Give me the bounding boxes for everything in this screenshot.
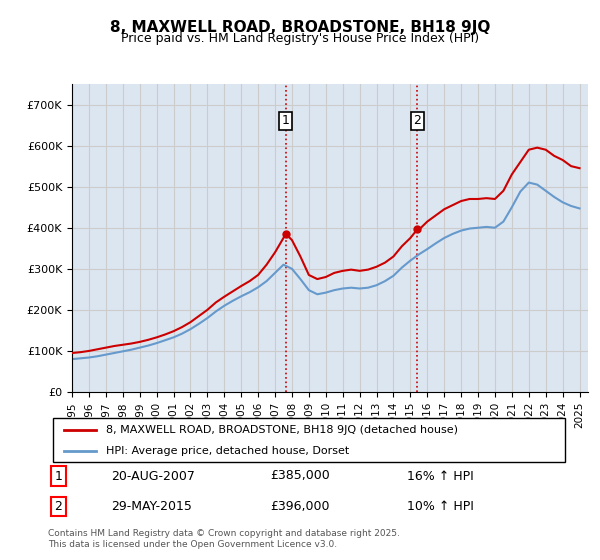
Text: £385,000: £385,000 xyxy=(270,469,329,483)
Text: 20-AUG-2007: 20-AUG-2007 xyxy=(112,469,195,483)
Text: 8, MAXWELL ROAD, BROADSTONE, BH18 9JQ (detached house): 8, MAXWELL ROAD, BROADSTONE, BH18 9JQ (d… xyxy=(106,424,458,435)
Text: 16% ↑ HPI: 16% ↑ HPI xyxy=(407,469,474,483)
Text: 1: 1 xyxy=(55,469,62,483)
Text: Price paid vs. HM Land Registry's House Price Index (HPI): Price paid vs. HM Land Registry's House … xyxy=(121,32,479,45)
Text: 2: 2 xyxy=(55,500,62,514)
Text: 8, MAXWELL ROAD, BROADSTONE, BH18 9JQ: 8, MAXWELL ROAD, BROADSTONE, BH18 9JQ xyxy=(110,20,490,35)
Text: 1: 1 xyxy=(282,114,290,128)
Text: HPI: Average price, detached house, Dorset: HPI: Average price, detached house, Dors… xyxy=(106,446,349,456)
Text: 29-MAY-2015: 29-MAY-2015 xyxy=(112,500,192,514)
Text: 10% ↑ HPI: 10% ↑ HPI xyxy=(407,500,474,514)
Text: Contains HM Land Registry data © Crown copyright and database right 2025.
This d: Contains HM Land Registry data © Crown c… xyxy=(48,529,400,549)
Text: 2: 2 xyxy=(413,114,421,128)
FancyBboxPatch shape xyxy=(53,418,565,462)
Text: £396,000: £396,000 xyxy=(270,500,329,514)
